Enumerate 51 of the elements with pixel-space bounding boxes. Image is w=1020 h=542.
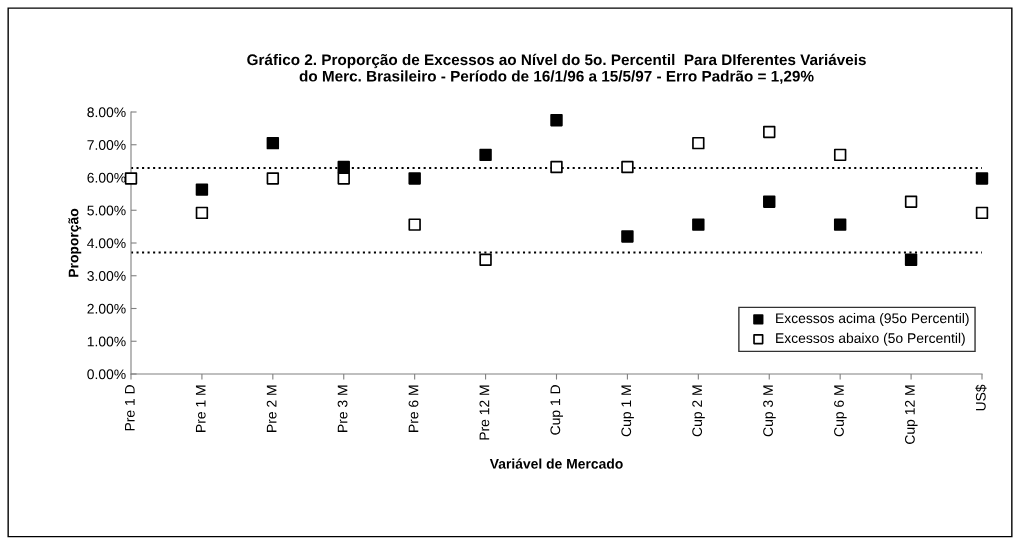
point [904,253,918,266]
legend-label: Excessos abaixo (5o Percentil) [776,332,965,346]
point [124,172,138,185]
legend-label: Excessos acima (95o Percentil) [776,312,969,326]
x-tick-label: Cup 2 M [692,385,705,437]
point [408,218,421,231]
point [763,195,776,208]
y-tick-label: 7.00% [87,140,126,150]
x-tick-label: Cup 3 M [763,385,776,437]
point [266,172,280,185]
y-tick-label: 3.00% [87,271,126,281]
chart-title: Gráfico 2. Proporção de Excessos ao Nível do 5o. Percentil Para DIferentes Variáveis do Merc. Brasileiro - Período de 16/1/96 a 15/5/97 - Erro Padrão = 1,29% [247,53,866,84]
x-tick-label: Pre 1 D [125,385,135,431]
point [692,136,705,150]
point [195,206,209,220]
point [833,218,847,231]
y-tick-label: 6.00% [87,172,126,183]
x-tick-label: Cup 1 D [550,385,563,435]
point [337,172,350,185]
x-tick-label: Pre 6 M [408,385,419,432]
y-tick-label: 2.00% [87,303,126,314]
point [975,206,989,220]
point [833,148,847,162]
point [479,253,492,266]
point [195,183,209,196]
point [692,218,705,231]
point [408,172,421,185]
point [550,113,563,127]
x-tick-label: Pre 12 M [479,385,490,440]
point [975,172,989,185]
x-tick-label: Pre 2 M [266,385,277,432]
x-tick-label: Pre 3 M [337,385,348,432]
x-axis-title: Variável de Mercado [489,458,623,469]
x-tick-label: Pre 1 M [195,385,206,432]
x-tick-label: Cup 1 M [621,385,634,437]
x-tick-label: US$ [975,384,987,411]
point [266,136,280,150]
y-axis-title: Proporção [68,208,82,277]
point [621,230,634,243]
y-tick-label: 5.00% [87,205,126,216]
y-tick-label: 0.00% [87,369,126,380]
point [621,160,634,174]
point [550,160,563,174]
y-tick-label: 8.00% [87,107,126,118]
x-tick-label: Cup 6 M [834,385,847,437]
point [904,195,918,208]
x-tick-label: Cup 12 M [904,385,918,444]
y-tick-label: 1.00% [87,336,126,347]
point [763,125,776,139]
point [479,148,492,162]
y-tick-label: 4.00% [87,238,126,249]
